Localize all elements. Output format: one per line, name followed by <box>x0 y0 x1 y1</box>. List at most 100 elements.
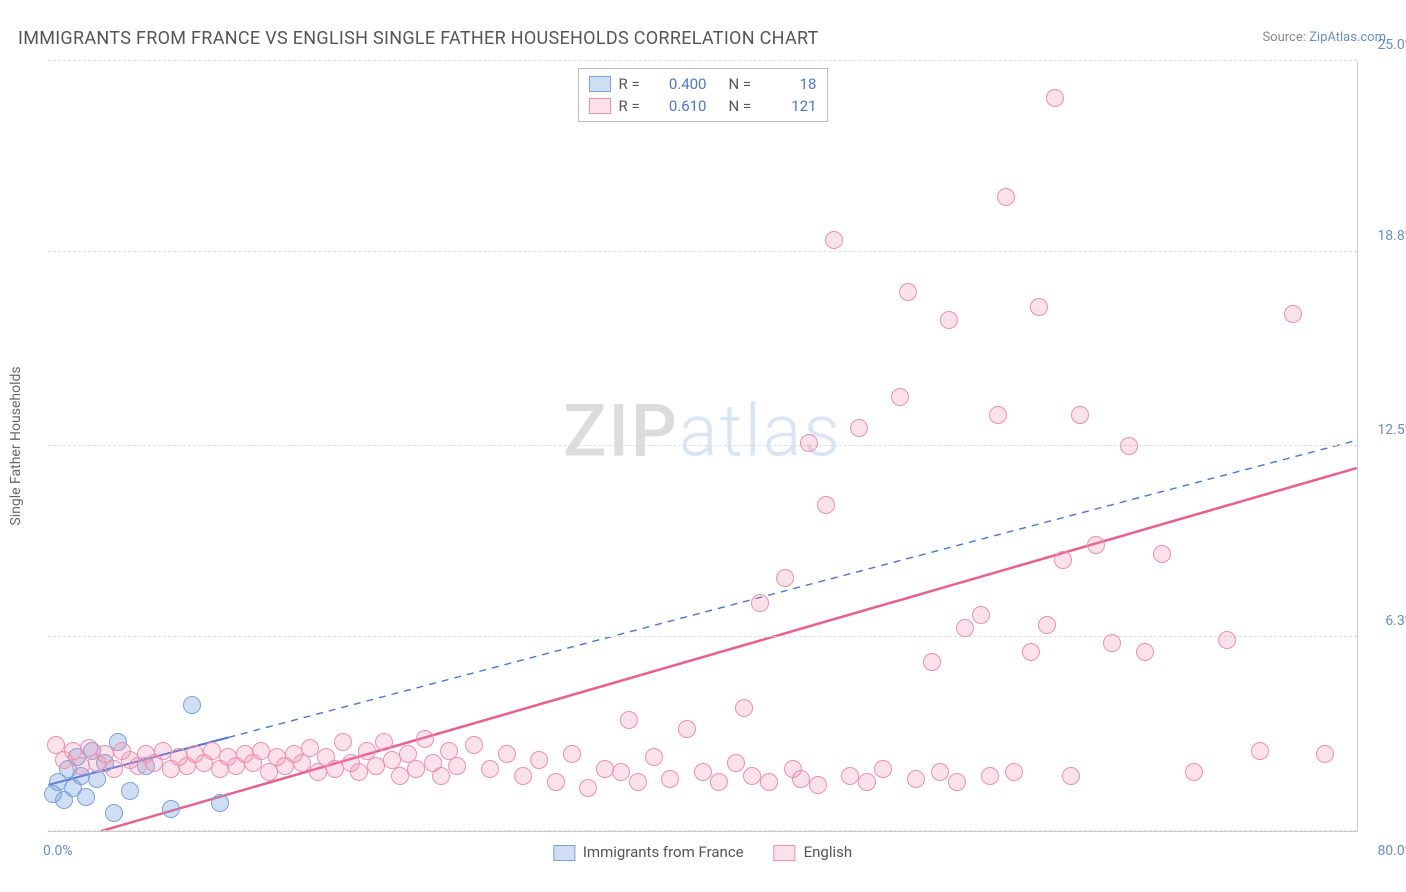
trend-lines <box>48 62 1357 831</box>
y-tick-label: 25.0% <box>1377 37 1406 53</box>
legend-swatch <box>589 76 611 92</box>
gridline <box>48 830 1357 831</box>
legend-stat-row-english: R = 0.610 N = 121 <box>589 95 817 117</box>
data-point-english <box>530 751 548 769</box>
y-axis-label: Single Father Households <box>8 366 24 525</box>
data-point-english <box>907 770 925 788</box>
data-point-english <box>432 767 450 785</box>
data-point-english <box>498 745 516 763</box>
data-point-english <box>596 760 614 778</box>
legend-swatch <box>553 845 575 861</box>
data-point-english <box>629 773 647 791</box>
data-point-english <box>1087 536 1105 554</box>
r-label: R = <box>619 95 649 117</box>
trendline-france-extrapolated <box>228 440 1356 737</box>
data-point-english <box>72 757 90 775</box>
data-point-english <box>416 730 434 748</box>
data-point-english <box>293 754 311 772</box>
data-point-english <box>1030 298 1048 316</box>
data-point-english <box>727 754 745 772</box>
r-value: 0.400 <box>657 73 707 95</box>
source-attribution: Source: ZipAtlas.com <box>1262 30 1386 45</box>
data-point-english <box>326 760 344 778</box>
data-point-english <box>612 763 630 781</box>
data-point-english <box>563 745 581 763</box>
data-point-english <box>751 594 769 612</box>
x-tick-label: 0.0% <box>43 843 73 859</box>
n-value: 18 <box>767 73 817 95</box>
data-point-english <box>1185 763 1203 781</box>
data-point-english <box>923 653 941 671</box>
n-value: 121 <box>767 95 817 117</box>
data-point-english <box>940 311 958 329</box>
data-point-english <box>891 388 909 406</box>
data-point-english <box>105 760 123 778</box>
data-point-english <box>743 767 761 785</box>
x-tick-label: 80.0% <box>1377 843 1406 859</box>
gridline <box>48 445 1357 446</box>
data-point-english <box>817 496 835 514</box>
data-point-english <box>1103 634 1121 652</box>
data-point-english <box>407 760 425 778</box>
watermark-atlas: atlas <box>679 389 842 474</box>
data-point-english <box>1316 745 1334 763</box>
chart-title: IMMIGRANTS FROM FRANCE VS ENGLISH SINGLE… <box>18 28 819 49</box>
y-tick-label: 12.5% <box>1377 422 1406 438</box>
data-point-english <box>1071 406 1089 424</box>
data-point-english <box>760 773 778 791</box>
data-point-france <box>121 782 139 800</box>
source-label: Source: <box>1262 30 1305 45</box>
r-value: 0.610 <box>657 95 707 117</box>
data-point-english <box>1136 643 1154 661</box>
data-point-english <box>334 733 352 751</box>
data-point-english <box>1062 767 1080 785</box>
legend-label: Immigrants from France <box>583 843 744 861</box>
data-point-english <box>375 733 393 751</box>
data-point-english <box>989 406 1007 424</box>
data-point-english <box>620 711 638 729</box>
data-point-france <box>211 794 229 812</box>
data-point-english <box>154 742 172 760</box>
data-point-english <box>874 760 892 778</box>
data-point-english <box>1046 89 1064 107</box>
data-point-english <box>465 736 483 754</box>
y-tick-label: 6.3% <box>1385 613 1406 629</box>
legend-item-france: Immigrants from France <box>553 843 744 861</box>
gridline <box>48 251 1357 252</box>
gridline <box>48 60 1357 61</box>
legend-series: Immigrants from FranceEnglish <box>553 843 852 861</box>
data-point-english <box>841 767 859 785</box>
data-point-english <box>776 569 794 587</box>
data-point-english <box>1284 305 1302 323</box>
data-point-english <box>1251 742 1269 760</box>
gridline <box>48 636 1357 637</box>
data-point-english <box>579 779 597 797</box>
data-point-english <box>678 720 696 738</box>
data-point-english <box>899 283 917 301</box>
data-point-english <box>481 760 499 778</box>
data-point-france <box>88 770 106 788</box>
data-point-english <box>1038 616 1056 634</box>
watermark: ZIPatlas <box>563 389 842 474</box>
data-point-english <box>710 773 728 791</box>
data-point-english <box>735 699 753 717</box>
n-label: N = <box>729 73 759 95</box>
data-point-france <box>77 788 95 806</box>
data-point-english <box>448 757 466 775</box>
legend-stats: R = 0.400 N = 18 R = 0.610 N = 121 <box>578 68 828 122</box>
data-point-english <box>547 773 565 791</box>
data-point-english <box>367 757 385 775</box>
data-point-english <box>972 606 990 624</box>
data-point-english <box>956 619 974 637</box>
data-point-english <box>800 434 818 452</box>
data-point-english <box>1005 763 1023 781</box>
data-point-english <box>850 419 868 437</box>
data-point-english <box>1153 545 1171 563</box>
data-point-english <box>203 742 221 760</box>
data-point-english <box>1218 631 1236 649</box>
data-point-english <box>350 763 368 781</box>
n-label: N = <box>729 95 759 117</box>
source-link[interactable]: ZipAtlas.com <box>1309 30 1386 45</box>
data-point-english <box>645 748 663 766</box>
scatter-plot: ZIPatlas R = 0.400 N = 18 R = 0.610 N = … <box>48 62 1358 832</box>
